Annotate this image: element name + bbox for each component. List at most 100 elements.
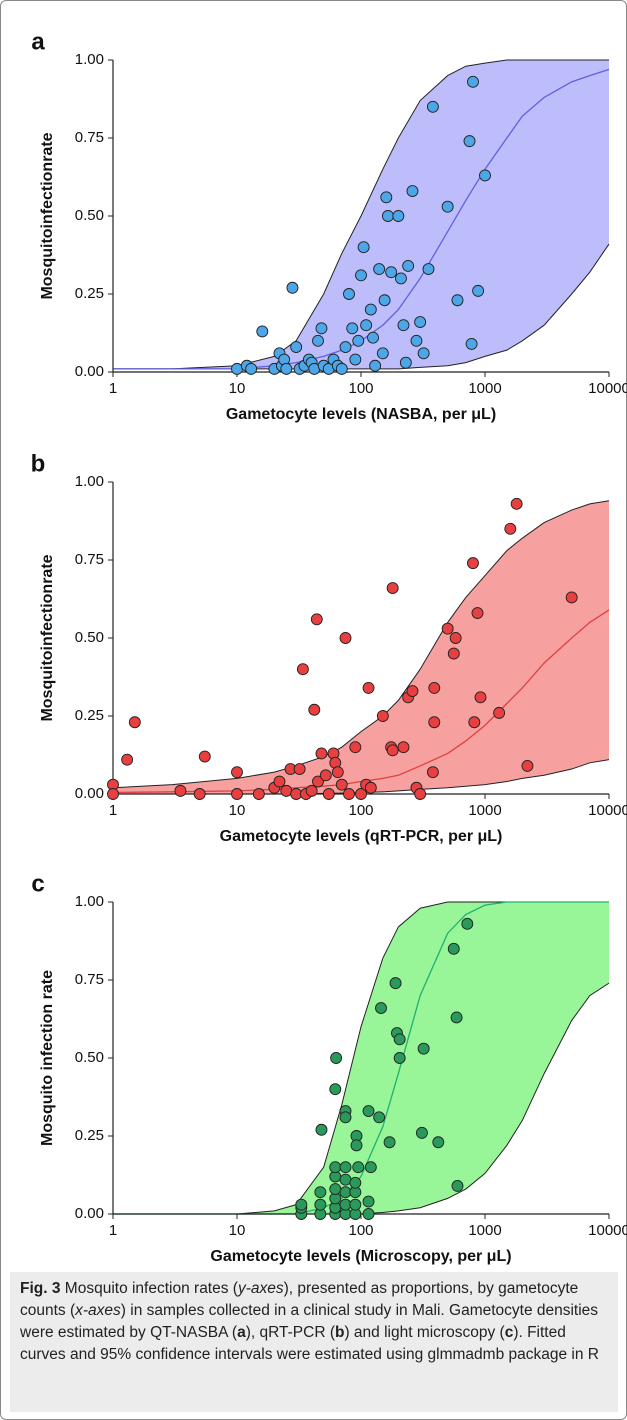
data-point [472, 284, 485, 297]
confidence-band [113, 902, 609, 1214]
data-point [360, 319, 373, 332]
data-point [280, 784, 293, 797]
data-point [362, 1208, 375, 1220]
data-point [355, 788, 367, 800]
data-point [362, 681, 375, 694]
data-point [193, 788, 206, 800]
y-tick-label: 0.50 [75, 629, 104, 646]
data-point [350, 1139, 363, 1152]
y-tick-label: 0.25 [75, 707, 104, 724]
data-point [393, 1052, 406, 1064]
data-point [349, 353, 362, 366]
x-tick-label: 100 [348, 1222, 373, 1239]
data-point [380, 191, 393, 204]
data-point [335, 362, 348, 375]
data-point [339, 1198, 352, 1211]
x-tick-label: 1000 [468, 380, 501, 397]
data-point [290, 788, 303, 800]
data-point [414, 788, 427, 800]
data-point [397, 741, 410, 754]
x-axis-title: Gametocyte levels (Microscopy, per μL) [210, 1248, 511, 1265]
data-point [293, 763, 306, 775]
data-point [314, 1186, 327, 1199]
data-point [417, 347, 430, 360]
data-point [428, 681, 441, 694]
data-point [308, 703, 321, 716]
data-point [450, 1011, 463, 1024]
y-tick-label: 0.25 [75, 285, 104, 302]
caption-normal: Mosquito infection rates ( [60, 1280, 238, 1297]
data-point [286, 281, 299, 294]
data-point [447, 647, 460, 660]
data-point [369, 359, 382, 372]
x-tick-label: 1 [109, 380, 117, 397]
data-point [305, 784, 318, 797]
confidence-band [113, 500, 609, 794]
data-point [280, 362, 293, 375]
data-point [393, 1033, 406, 1046]
data-point [346, 322, 359, 335]
data-point [273, 775, 286, 788]
data-point [331, 766, 344, 779]
y-tick-label: 1.00 [75, 51, 104, 68]
data-point [339, 1186, 352, 1199]
confidence-band [113, 60, 609, 369]
data-point [468, 716, 481, 729]
data-point [565, 591, 578, 604]
data-point [364, 1161, 377, 1174]
caption-italic: y-axes [237, 1280, 284, 1297]
data-point [417, 1042, 430, 1055]
y-tick-label: 0.00 [75, 363, 104, 380]
caption-bold: c [504, 1324, 514, 1341]
data-point [395, 272, 407, 285]
data-point [231, 362, 243, 375]
data-point [521, 759, 534, 772]
data-point [479, 169, 491, 182]
x-tick-label: 10 [229, 802, 246, 819]
data-point [373, 1111, 386, 1124]
data-point [471, 607, 484, 619]
data-point [349, 1198, 362, 1211]
data-point [314, 1198, 327, 1211]
data-point [447, 942, 460, 955]
x-axis-title: Gametocyte levels (NASBA, per μL) [226, 406, 496, 423]
data-point [315, 1123, 328, 1136]
y-tick-label: 0.50 [75, 207, 104, 224]
data-point [432, 1136, 445, 1149]
data-point [504, 522, 517, 535]
data-point [290, 341, 303, 353]
x-tick-label: 1000 [468, 1222, 501, 1239]
x-tick-label: 1000 [468, 802, 501, 819]
y-tick-label: 0.00 [75, 1205, 104, 1222]
data-point [392, 210, 405, 222]
data-point [256, 325, 269, 338]
data-point [245, 362, 258, 375]
x-tick-label: 10000 [588, 380, 627, 397]
x-tick-label: 10 [229, 1222, 246, 1239]
y-tick-label: 0.75 [75, 971, 104, 988]
data-point [329, 1161, 342, 1174]
data-point [339, 1173, 352, 1186]
x-tick-label: 1 [109, 1222, 117, 1239]
data-point [364, 303, 377, 316]
data-point [364, 781, 377, 794]
data-point [399, 356, 412, 369]
data-point [343, 788, 355, 800]
caption: Fig. 3 Mosquito infection rates (y-axes)… [10, 1272, 618, 1412]
data-point [376, 710, 389, 722]
band-upper-edge [112, 500, 610, 789]
data-point [467, 75, 479, 88]
x-tick-label: 10000 [588, 1222, 627, 1239]
data-point [406, 185, 419, 197]
caption-normal: ), presented as proportions, by gametocy… [20, 1280, 579, 1319]
data-point [467, 557, 479, 570]
caption-bold: Fig. 3 [20, 1280, 61, 1297]
data-point [355, 269, 367, 282]
caption-normal: ), qRT-PCR ( [245, 1324, 335, 1341]
data-point [329, 1183, 342, 1195]
data-point [397, 319, 410, 332]
data-point [329, 1083, 342, 1096]
data-point [441, 622, 454, 635]
figure: 0.00 0.25 0.50 0.75 1.00 1 10 100 1000 10000 Gamet… [31, 28, 627, 1265]
caption-normal: ) and light microscopy ( [344, 1324, 505, 1341]
